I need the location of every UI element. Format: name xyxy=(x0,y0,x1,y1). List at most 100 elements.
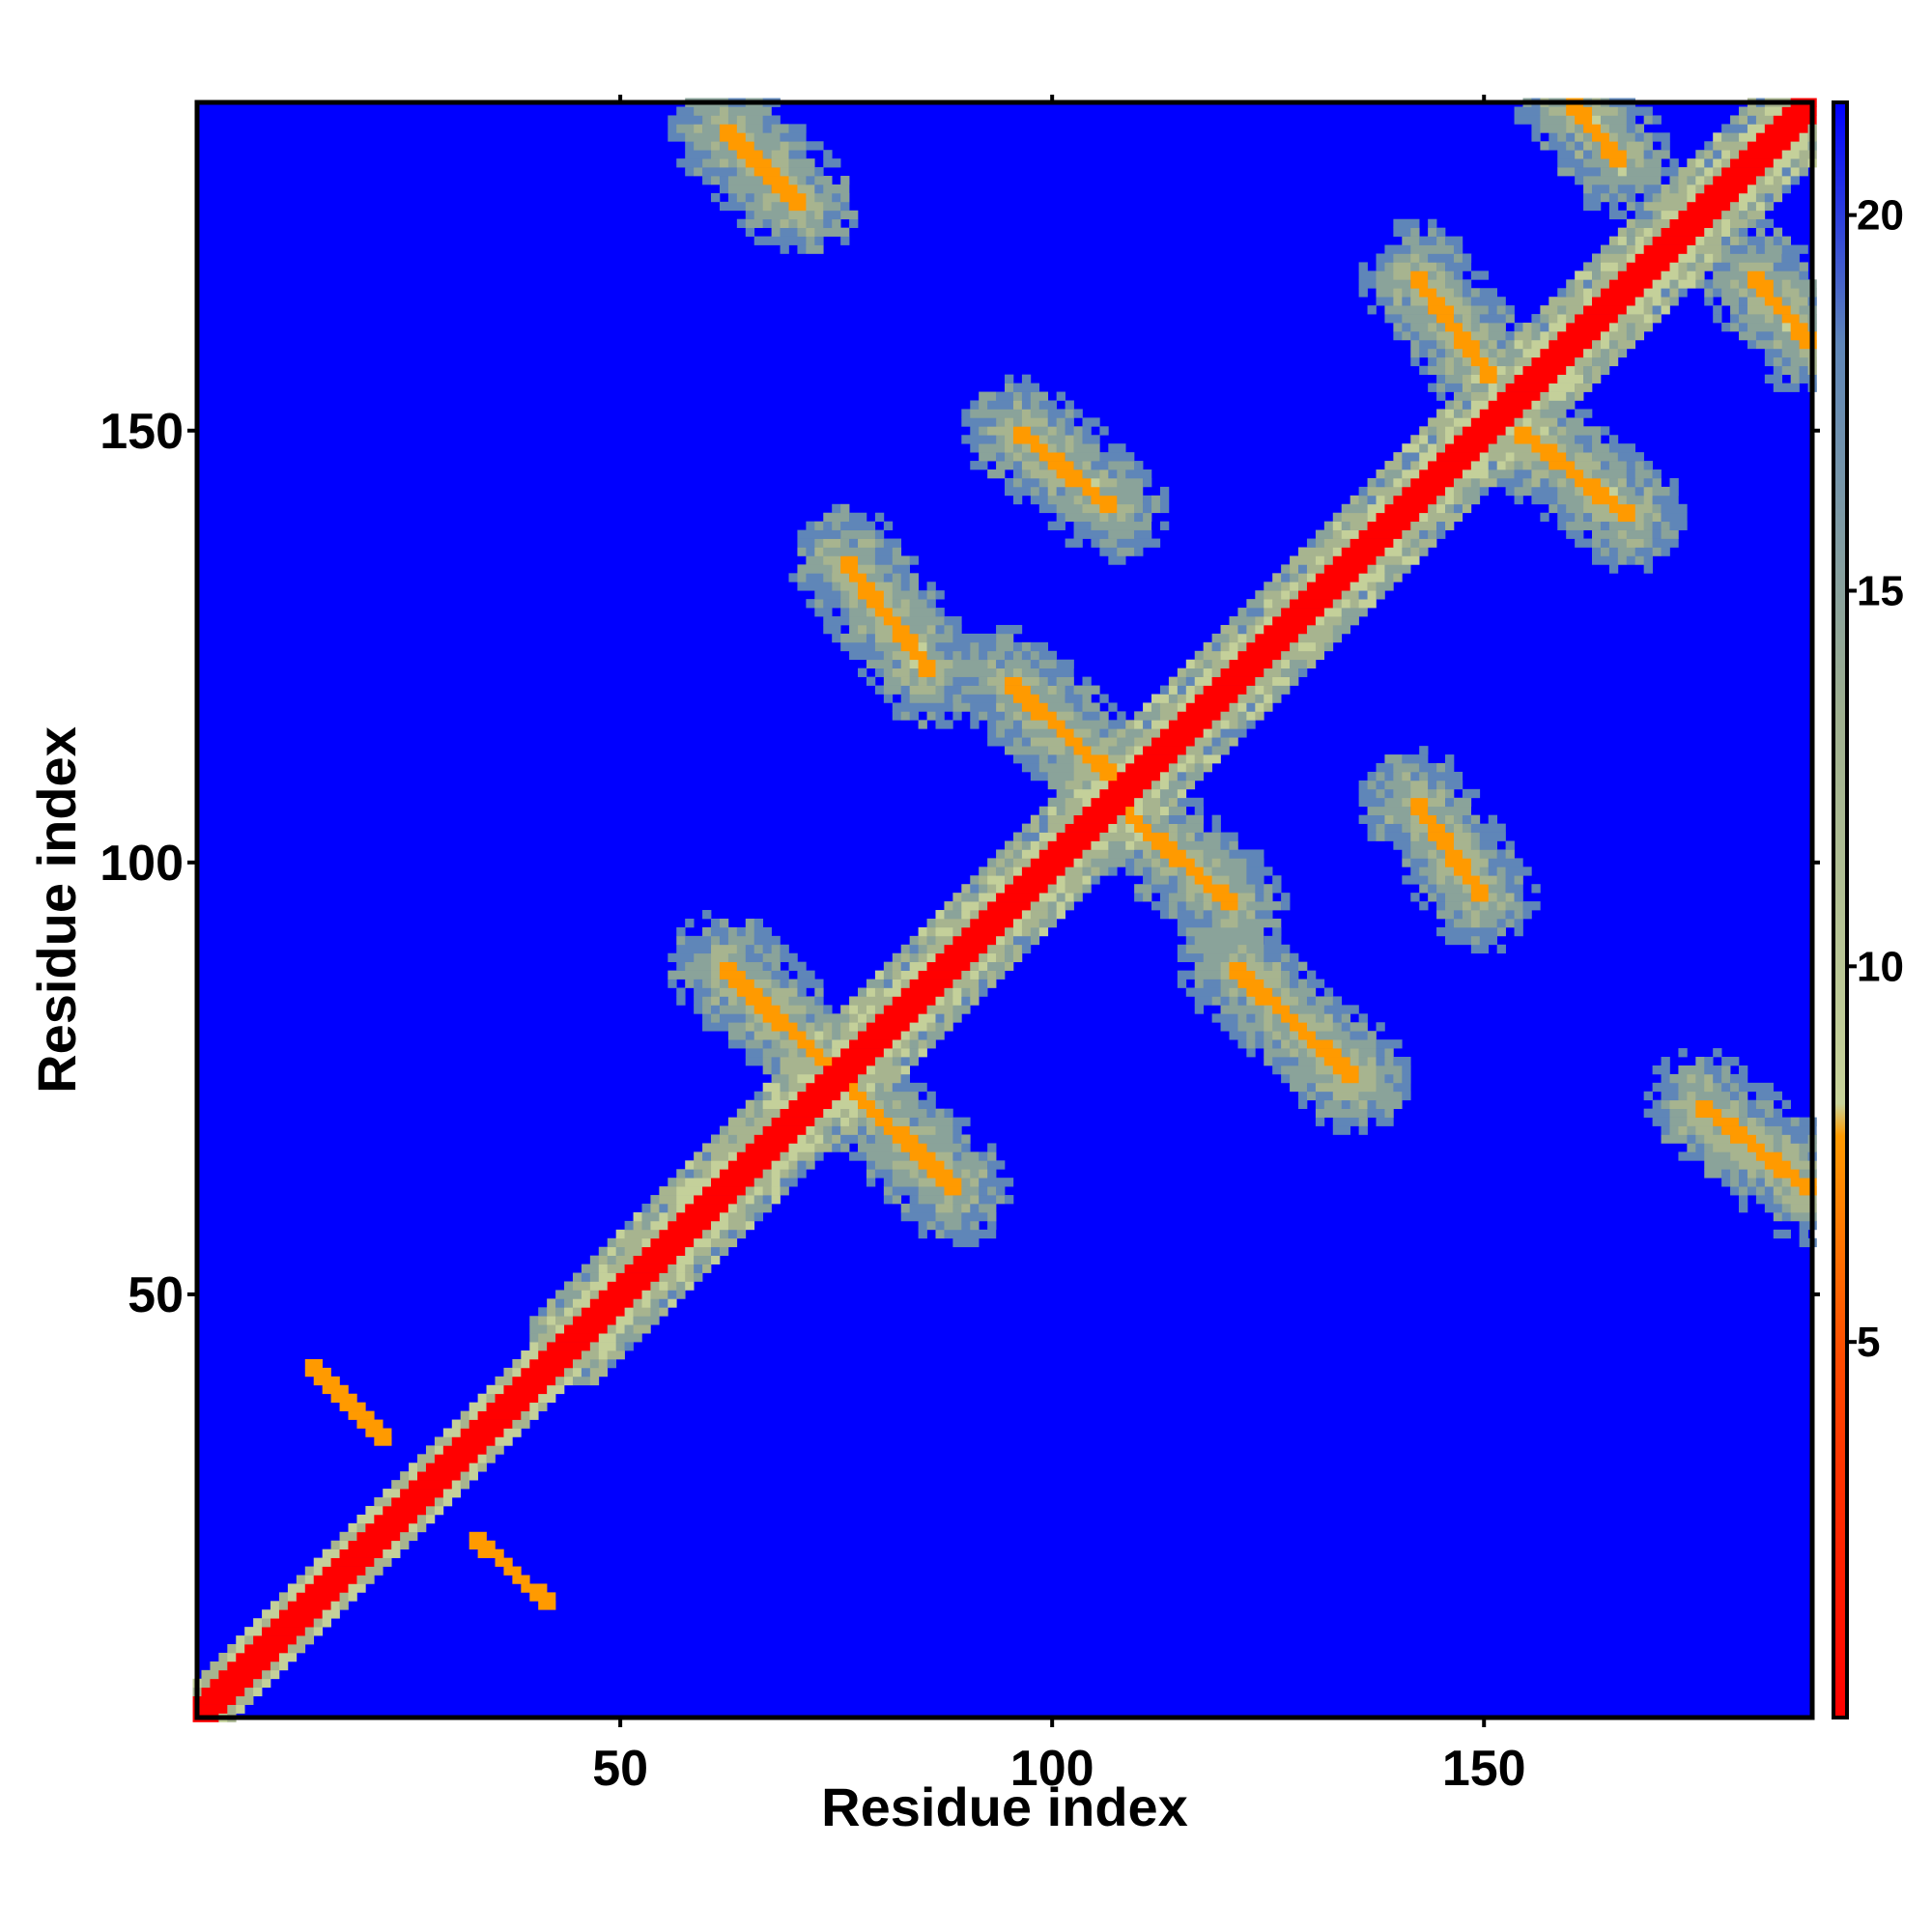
heatmap-cell xyxy=(996,633,1014,643)
heatmap-cell xyxy=(1661,1125,1670,1135)
heatmap-cell xyxy=(1514,910,1523,920)
heatmap-cell xyxy=(685,1169,695,1179)
heatmap-cell xyxy=(1177,840,1221,850)
heatmap-cell xyxy=(1773,356,1783,367)
heatmap-cell xyxy=(745,1099,755,1110)
heatmap-cell xyxy=(607,1358,617,1369)
heatmap-cell xyxy=(1151,737,1195,747)
heatmap-cell xyxy=(840,1091,850,1101)
heatmap-cell xyxy=(762,944,772,954)
heatmap-cell xyxy=(1091,763,1118,773)
heatmap-cell xyxy=(1177,823,1204,833)
heatmap-cell xyxy=(1634,210,1653,220)
heatmap-cell xyxy=(1402,538,1411,548)
heatmap-cell xyxy=(918,1169,927,1179)
heatmap-cell xyxy=(944,1013,953,1023)
heatmap-cell xyxy=(1505,918,1515,928)
heatmap-cell xyxy=(1410,356,1420,367)
heatmap-cell xyxy=(823,1108,841,1118)
heatmap-cell xyxy=(1159,685,1170,695)
heatmap-cell xyxy=(1264,1048,1291,1058)
heatmap-cell xyxy=(1557,330,1602,341)
heatmap-cell xyxy=(1134,840,1152,850)
heatmap-cell xyxy=(564,1298,574,1308)
heatmap-cell xyxy=(1773,236,1783,245)
heatmap-cell xyxy=(1134,867,1144,876)
heatmap-cell xyxy=(1229,616,1256,626)
heatmap-cell xyxy=(1548,339,1593,350)
heatmap-cell xyxy=(1056,469,1083,479)
heatmap-cell xyxy=(892,590,919,600)
heatmap-cell xyxy=(1652,279,1670,289)
heatmap-cell xyxy=(874,970,885,980)
heatmap-cell xyxy=(1047,702,1074,712)
heatmap-cell xyxy=(840,599,850,609)
heatmap-cell xyxy=(1367,771,1377,781)
heatmap-cell xyxy=(702,1151,712,1161)
heatmap-cell xyxy=(1755,1169,1766,1179)
heatmap-cell xyxy=(1402,486,1446,497)
heatmap-cell xyxy=(814,1073,859,1084)
heatmap-cell xyxy=(1713,141,1748,151)
heatmap-cell xyxy=(1592,253,1602,263)
heatmap-cell xyxy=(1583,297,1593,306)
heatmap-cell xyxy=(486,1445,504,1455)
heatmap-cell xyxy=(1781,184,1792,194)
heatmap-cell xyxy=(262,1609,280,1619)
heatmap-cell xyxy=(745,210,755,220)
heatmap-cell xyxy=(1436,849,1446,859)
heatmap-cell xyxy=(581,1272,591,1282)
heatmap-cell xyxy=(1592,348,1602,358)
heatmap-cell xyxy=(1514,435,1541,444)
heatmap-cell xyxy=(1091,840,1109,850)
heatmap-cell xyxy=(745,1195,755,1205)
heatmap-cell xyxy=(1264,935,1282,946)
heatmap-cell xyxy=(1419,461,1429,470)
heatmap-cell xyxy=(1419,512,1429,523)
heatmap-cell xyxy=(874,538,885,548)
heatmap-cell xyxy=(771,184,798,194)
heatmap-cell xyxy=(1117,711,1126,721)
heatmap-cell xyxy=(883,1005,927,1014)
heatmap-cell xyxy=(1038,823,1049,833)
heatmap-cell xyxy=(1781,1211,1792,1222)
heatmap-cell xyxy=(1099,452,1135,462)
heatmap-cell xyxy=(892,659,902,669)
heatmap-cell xyxy=(719,141,729,151)
heatmap-cell xyxy=(1488,452,1506,462)
heatmap-cell xyxy=(1272,1022,1291,1032)
heatmap-cell xyxy=(1764,1178,1775,1187)
heatmap-cell xyxy=(823,150,833,159)
heatmap-cell xyxy=(961,893,980,902)
heatmap-cell xyxy=(1185,668,1204,677)
heatmap-cell xyxy=(1281,608,1325,617)
heatmap-cell xyxy=(1462,823,1472,833)
heatmap-cell xyxy=(1739,236,1748,245)
heatmap-cell xyxy=(1566,106,1593,116)
heatmap-cell xyxy=(883,979,894,988)
heatmap-cell xyxy=(711,1160,729,1170)
heatmap-cell xyxy=(745,1005,755,1014)
heatmap-cell xyxy=(1643,141,1653,151)
heatmap-cell xyxy=(1428,253,1455,263)
heatmap-cell xyxy=(1566,305,1584,315)
heatmap-cell xyxy=(1237,633,1247,643)
heatmap-cell xyxy=(1038,461,1049,470)
heatmap-cell xyxy=(1177,668,1187,677)
heatmap-cell xyxy=(1592,270,1602,280)
heatmap-cell xyxy=(1739,1169,1748,1179)
heatmap-cell xyxy=(1600,167,1619,177)
heatmap-cell xyxy=(1194,935,1264,946)
heatmap-cell xyxy=(1047,806,1058,816)
heatmap-cell xyxy=(1747,201,1757,212)
heatmap-cell xyxy=(685,150,712,159)
heatmap-cell xyxy=(788,1169,798,1179)
heatmap-cell xyxy=(952,694,962,703)
heatmap-cell xyxy=(1410,461,1420,470)
heatmap-cell xyxy=(935,996,945,1006)
heatmap-cell xyxy=(823,1065,867,1075)
heatmap-cell xyxy=(1661,192,1688,203)
heatmap-cell xyxy=(952,926,962,937)
heatmap-cell xyxy=(1341,1073,1359,1084)
heatmap-cell xyxy=(1264,616,1273,626)
